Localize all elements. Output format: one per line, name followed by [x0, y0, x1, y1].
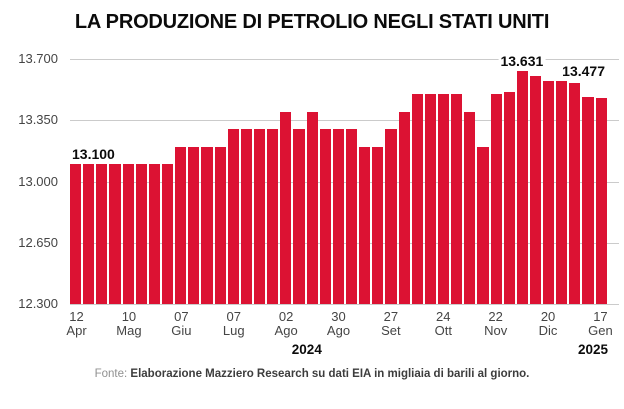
bar-value-label: 13.477 [560, 63, 607, 80]
x-tick-month: Ago [274, 323, 298, 338]
x-tick-day: 07 [174, 309, 189, 324]
x-tick-day: 20 [540, 309, 556, 324]
bar [161, 164, 174, 304]
bar [424, 94, 436, 304]
bar [490, 94, 502, 304]
bar [451, 94, 463, 304]
x-tick-month: Nov [484, 323, 508, 338]
bar [359, 146, 371, 304]
x-tick-month: Ago [326, 323, 351, 338]
x-axis-tick: 07 Giu [171, 310, 191, 338]
x-tick-day: 27 [383, 309, 399, 324]
y-axis-label: 12.650 [18, 234, 58, 250]
x-tick-month: Ott [434, 323, 452, 338]
bar [253, 129, 266, 304]
bar [345, 129, 358, 304]
x-axis-tick: 17 Gen [588, 310, 613, 338]
grid-line [70, 120, 619, 122]
x-tick-day: 12 [69, 309, 84, 324]
x-tick-day: 24 [436, 309, 451, 324]
bar [437, 94, 450, 304]
year-label: 2024 [291, 342, 322, 357]
bar [70, 164, 82, 304]
x-axis-tick: 22 Nov [484, 310, 507, 338]
x-tick-day: 22 [488, 309, 503, 324]
bar [96, 164, 108, 304]
bar [543, 81, 555, 304]
bar [135, 164, 147, 304]
bar [332, 129, 344, 304]
bar [109, 164, 121, 304]
footer-source-text: Elaborazione Mazziero Research su dati E… [130, 368, 530, 380]
bar [556, 81, 568, 304]
bar [188, 146, 200, 304]
bar [201, 146, 213, 304]
grid-line [70, 304, 619, 305]
x-axis-tick: 30 Ago [327, 310, 350, 338]
x-tick-month: Giu [171, 323, 192, 338]
bar [293, 129, 305, 304]
x-tick-day: 10 [121, 309, 137, 324]
x-tick-day: 30 [331, 309, 346, 324]
bar [398, 111, 410, 304]
y-axis: 13.700 13.350 13.000 12.650 12.300 [0, 0, 62, 409]
y-axis-label: 13.000 [18, 173, 58, 189]
x-axis-tick: 10 Mag [116, 310, 141, 338]
grid-line [70, 59, 619, 60]
x-tick-month: Set [381, 323, 401, 338]
x-tick-day: 17 [593, 309, 608, 324]
x-axis-tick: 02 Ago [275, 310, 298, 338]
plot-area: 13.100 13.631 13.477 [70, 54, 619, 305]
x-axis-tick: 20 Dic [539, 310, 558, 338]
x-tick-day: 02 [278, 309, 294, 324]
chart-footer: Fonte: Elaborazione Mazziero Research su… [0, 368, 624, 380]
bar [385, 129, 397, 304]
bar [214, 146, 226, 304]
bar [372, 146, 384, 304]
bar [569, 83, 581, 304]
bar [280, 111, 292, 304]
y-axis-label: 13.700 [18, 51, 58, 66]
footer-source-prefix: Fonte: [94, 368, 128, 380]
bar [240, 129, 252, 304]
bar [148, 164, 160, 304]
bar-value-label: 13.100 [70, 146, 117, 162]
x-axis-tick: 07 Lug [223, 310, 245, 338]
bar [175, 146, 187, 304]
bar-series [70, 59, 607, 304]
bar [411, 94, 423, 304]
grid-line [70, 181, 619, 183]
y-axis-label: 12.300 [18, 296, 58, 311]
bar [516, 71, 528, 304]
x-tick-month: Apr [66, 323, 87, 338]
bar [464, 111, 476, 304]
bar [83, 164, 95, 304]
bar [122, 164, 134, 304]
chart-title: LA PRODUZIONE DI PETROLIO NEGLI STATI UN… [74, 11, 550, 33]
bar-value-label: 13.631 [498, 53, 546, 70]
bar [595, 98, 607, 304]
x-tick-month: Gen [588, 323, 613, 338]
x-tick-month: Dic [538, 323, 558, 338]
x-axis-tick: 27 Set [381, 310, 401, 338]
y-axis-label: 13.350 [18, 112, 58, 128]
bar [503, 91, 515, 304]
bar [529, 75, 542, 304]
grid-line [70, 242, 619, 244]
bar [477, 146, 489, 304]
x-axis: 12 Apr 10 Mag 07 Giu 07 Lug 02 Ago 30 Ago 27 Set 24 Ott… [66, 310, 612, 342]
x-axis-tick: 24 Ott [435, 310, 452, 338]
bar [267, 129, 279, 304]
x-tick-month: Lug [222, 323, 245, 338]
x-tick-day: 07 [226, 309, 241, 324]
bar [319, 129, 331, 304]
bar [227, 129, 239, 304]
bar [582, 97, 594, 304]
year-label: 2025 [578, 342, 609, 357]
bar [306, 111, 318, 304]
x-tick-month: Mag [116, 323, 142, 338]
x-axis-tick: 12 Apr [66, 310, 86, 338]
